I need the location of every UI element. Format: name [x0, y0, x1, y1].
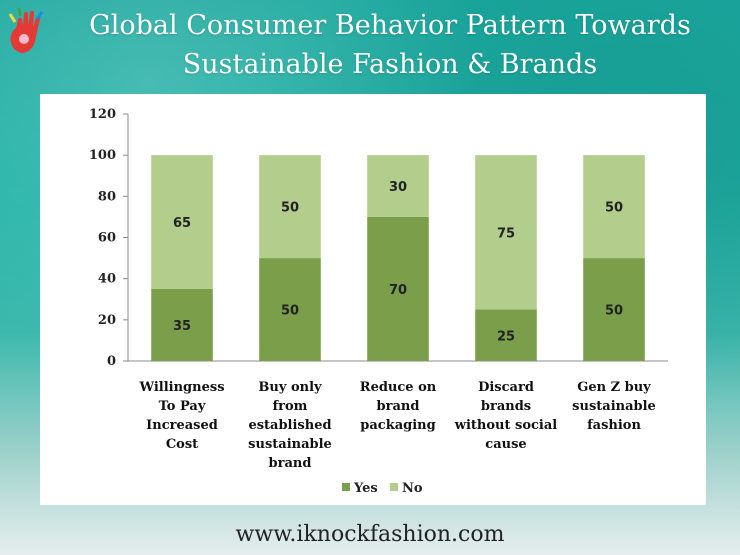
category-label-line: Cost [166, 437, 198, 452]
legend-swatch-no [390, 483, 398, 491]
y-tick-label: 0 [107, 354, 116, 369]
data-label: 25 [497, 329, 515, 344]
category-label: Discard brands without social cause [454, 380, 558, 452]
data-label: 75 [497, 226, 515, 241]
bar-yes [583, 258, 645, 361]
category-label-line: Gen Z buy [577, 380, 651, 395]
data-label: 50 [281, 304, 299, 319]
bar-yes [259, 258, 321, 361]
hand-logo-icon [8, 7, 44, 53]
data-label: 70 [389, 283, 407, 298]
category-label-line: Increased [146, 418, 218, 433]
category-label: Willingness To Pay Increased Cost [138, 380, 224, 452]
legend-label-no: No [402, 481, 423, 496]
category-label-line: brand [269, 456, 312, 471]
category-label-line: without social [454, 418, 558, 433]
page-title: Global Consumer Behavior Pattern Towards… [40, 6, 740, 84]
data-label: 35 [173, 319, 191, 334]
category-label-line: Buy only [258, 380, 322, 395]
y-tick-label: 100 [89, 148, 116, 163]
bar-yes [367, 216, 429, 361]
category-label-line: sustainable [248, 437, 332, 452]
category-label-line: To Pay [159, 399, 206, 414]
legend-label-yes: Yes [353, 481, 378, 496]
data-label: 30 [389, 180, 407, 195]
data-label: 50 [281, 201, 299, 216]
data-label: 50 [605, 304, 623, 319]
bar-no [367, 155, 429, 217]
data-label: 50 [605, 201, 623, 216]
stacked-bar-chart: 0 20 40 60 80 100 120 35 65 Willingness To Pay Incr… [89, 107, 668, 496]
bar-no [475, 155, 537, 310]
category-label-line: from [273, 399, 308, 414]
category-label-line: Willingness [138, 380, 224, 395]
category-label: Reduce on brand packaging [360, 380, 437, 433]
category-label-line: packaging [360, 418, 435, 433]
y-tick-label: 120 [89, 107, 116, 122]
bar-yes [475, 309, 537, 361]
bar-no [259, 155, 321, 259]
y-tick-label: 80 [98, 189, 116, 204]
category-label-line: Discard [478, 380, 534, 395]
category-label-line: brand [377, 399, 420, 414]
chart-panel: 0 20 40 60 80 100 120 35 65 Willingness To Pay Incr… [40, 94, 706, 505]
title-line-1: Global Consumer Behavior Pattern Towards [89, 10, 691, 41]
category-label-line: fashion [587, 418, 641, 433]
bar-no [151, 155, 213, 289]
y-tick-label: 40 [98, 272, 116, 287]
legend-swatch-yes [342, 483, 350, 491]
category-label-line: Reduce on [360, 380, 437, 395]
category-label-line: cause [485, 437, 526, 452]
title-line-2: Sustainable Fashion & Brands [182, 49, 598, 80]
category-label-line: sustainable [572, 399, 656, 414]
footer-url: www.iknockfashion.com [235, 522, 505, 547]
y-tick-label: 60 [98, 231, 116, 246]
y-tick-label: 20 [98, 313, 116, 328]
category-label-line: established [248, 418, 331, 433]
bar-no [583, 155, 645, 259]
category-label: Buy only from established sustainable brand [248, 380, 332, 471]
data-label: 65 [173, 216, 191, 231]
category-label-line: brands [481, 399, 531, 414]
bar-yes [151, 288, 213, 361]
category-label: Gen Z buy sustainable fashion [572, 380, 656, 433]
